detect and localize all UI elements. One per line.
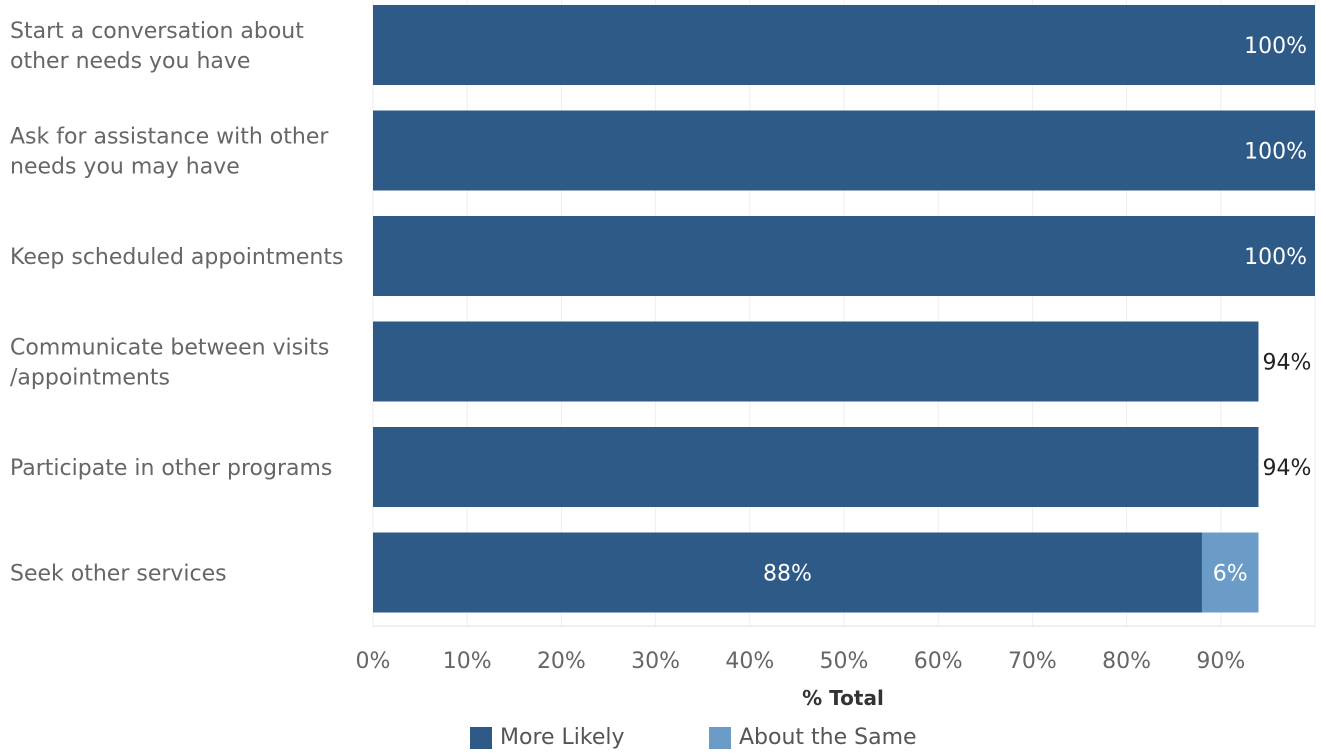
legend-label-about-the-same: About the Same bbox=[739, 725, 917, 750]
category-label: Ask for assistance with other needs you m… bbox=[10, 125, 329, 180]
bar-more-likely bbox=[373, 5, 1315, 85]
bar-more-likely bbox=[373, 532, 1202, 613]
x-tick-label: 90% bbox=[1196, 649, 1245, 674]
x-tick-label: 50% bbox=[820, 649, 869, 674]
chart: 100% 100% 100% 94% 94% 88% 6% Start a conversa… bbox=[10, 0, 1316, 710]
x-tick-labels: 0% 10% 20% 30% 40% 50% 60% 70% 80% 90% bbox=[356, 649, 1246, 674]
data-label: 100% bbox=[1244, 245, 1307, 270]
bar-more-likely bbox=[373, 427, 1259, 507]
gridlines bbox=[372, 0, 1316, 627]
x-tick-label: 60% bbox=[914, 649, 963, 674]
data-label: 94% bbox=[1262, 456, 1311, 481]
category-label: Seek other services bbox=[10, 562, 227, 587]
data-label: 94% bbox=[1262, 351, 1311, 376]
category-label: Participate in other programs bbox=[10, 456, 332, 481]
x-tick-label: 10% bbox=[443, 649, 492, 674]
legend-swatch-about-the-same bbox=[709, 726, 731, 749]
x-tick-label: 70% bbox=[1008, 649, 1057, 674]
bar-more-likely bbox=[373, 216, 1315, 296]
x-tick-label: 30% bbox=[631, 649, 680, 674]
bars: 100% 100% 100% 94% 94% 88% 6% bbox=[373, 5, 1315, 613]
x-tick-label: 40% bbox=[725, 649, 774, 674]
category-label: Communicate between visits/appointments bbox=[10, 336, 329, 391]
legend: More Likely About the Same bbox=[0, 725, 1321, 755]
data-label: 88% bbox=[763, 562, 812, 587]
data-label: 6% bbox=[1213, 562, 1248, 587]
category-labels: Start a conversation about other needs yo… bbox=[10, 19, 343, 587]
x-tick-label: 80% bbox=[1102, 649, 1151, 674]
bar-about-the-same bbox=[1201, 532, 1259, 613]
legend-item-about-the-same: About the Same bbox=[709, 725, 917, 750]
legend-item-more-likely: More Likely bbox=[470, 725, 625, 750]
data-label: 100% bbox=[1244, 34, 1307, 59]
legend-label-more-likely: More Likely bbox=[500, 725, 625, 750]
data-label: 100% bbox=[1244, 140, 1307, 165]
bar-more-likely bbox=[373, 110, 1315, 191]
x-axis-title: % Total bbox=[802, 686, 884, 710]
x-tick-label: 0% bbox=[356, 649, 391, 674]
bar-more-likely bbox=[373, 321, 1259, 402]
category-label: Keep scheduled appointments bbox=[10, 245, 343, 270]
category-label: Start a conversation about other needs yo… bbox=[10, 19, 304, 74]
legend-swatch-more-likely bbox=[470, 726, 492, 749]
x-tick-label: 20% bbox=[537, 649, 586, 674]
